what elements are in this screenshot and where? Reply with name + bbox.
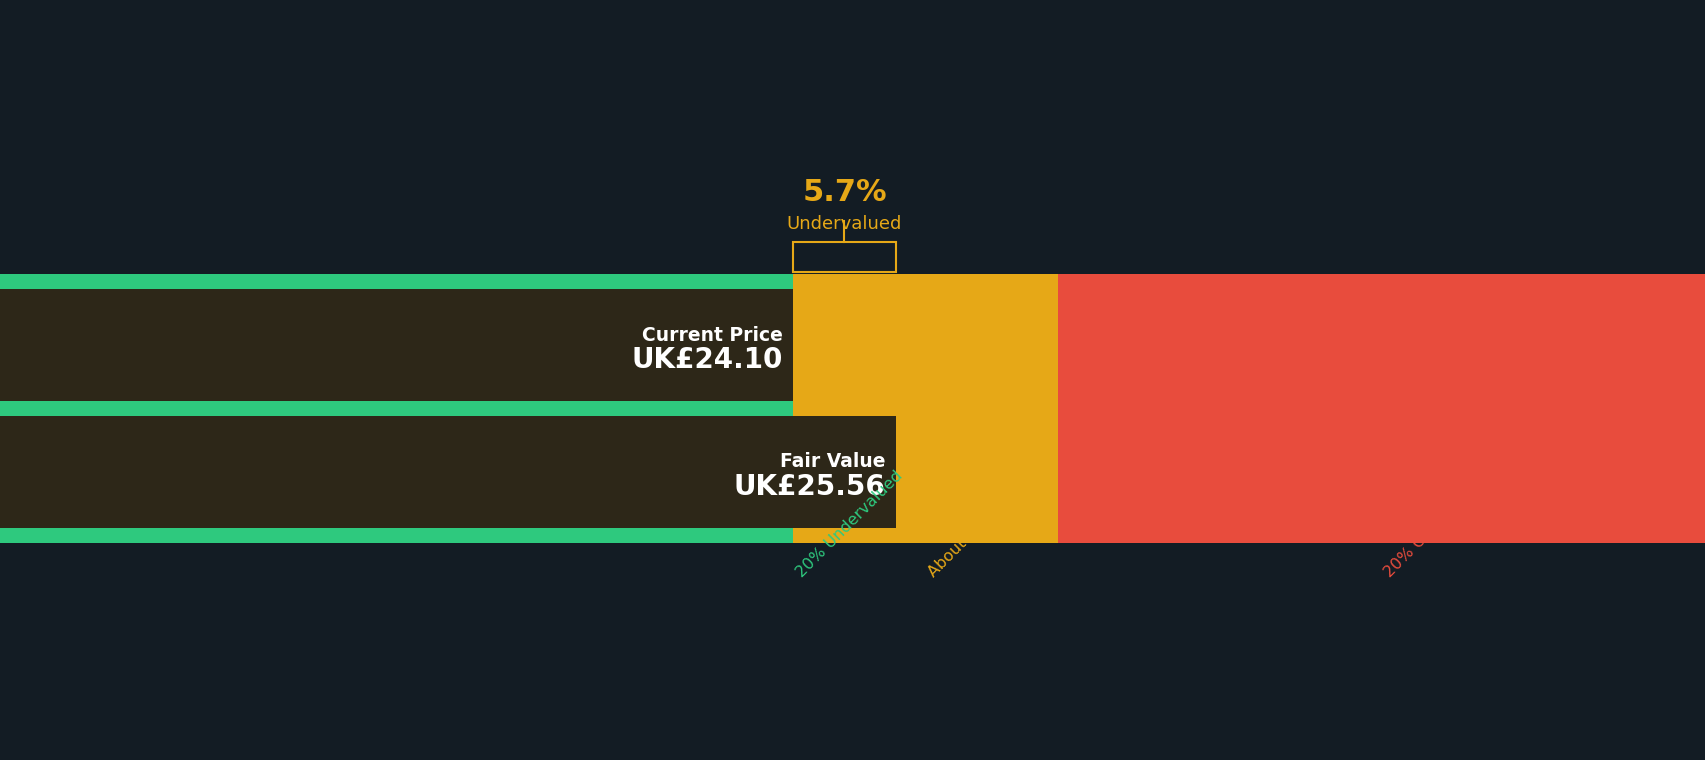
Text: About Right: About Right [924,502,1003,580]
Text: UK£24.10: UK£24.10 [631,346,783,374]
Bar [1057,401,1705,416]
Bar [793,416,1057,528]
Bar [793,401,1057,416]
Text: 20% Undervalued: 20% Undervalued [793,468,905,580]
Bar [0,290,793,401]
Text: 20% Overvalued: 20% Overvalued [1381,475,1487,580]
Bar [0,274,793,290]
Text: Current Price: Current Price [641,325,783,344]
Text: Fair Value: Fair Value [779,452,885,471]
Bar [1057,290,1705,401]
Text: 5.7%: 5.7% [801,179,887,207]
Bar [1057,528,1705,543]
Bar [793,290,1057,401]
Text: Undervalued: Undervalued [786,216,902,233]
Bar [793,274,1057,290]
Bar [0,416,793,528]
Bar [1057,416,1705,528]
Bar [0,401,793,416]
Bar [0,290,793,401]
Bar [793,242,895,272]
Bar [0,290,793,401]
Text: UK£25.56: UK£25.56 [733,473,885,501]
Bar [0,416,895,528]
Bar [1057,274,1705,290]
Bar [0,528,793,543]
Bar [0,416,793,528]
Bar [793,528,1057,543]
